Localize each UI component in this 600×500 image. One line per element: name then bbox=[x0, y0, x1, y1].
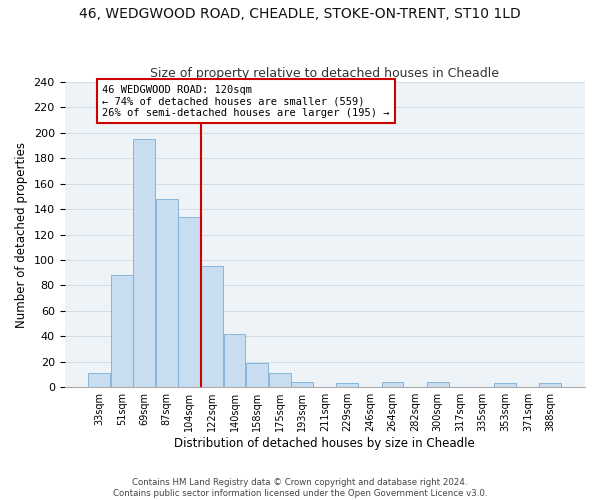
Bar bbox=[201, 266, 223, 387]
Bar bbox=[246, 363, 268, 387]
Text: 46, WEDGWOOD ROAD, CHEADLE, STOKE-ON-TRENT, ST10 1LD: 46, WEDGWOOD ROAD, CHEADLE, STOKE-ON-TRE… bbox=[79, 8, 521, 22]
Bar bbox=[539, 384, 562, 387]
Text: 46 WEDGWOOD ROAD: 120sqm
← 74% of detached houses are smaller (559)
26% of semi-: 46 WEDGWOOD ROAD: 120sqm ← 74% of detach… bbox=[102, 84, 389, 118]
Bar bbox=[337, 384, 358, 387]
Bar bbox=[156, 199, 178, 387]
Y-axis label: Number of detached properties: Number of detached properties bbox=[15, 142, 28, 328]
Bar bbox=[133, 140, 155, 387]
Bar bbox=[111, 276, 133, 387]
X-axis label: Distribution of detached houses by size in Cheadle: Distribution of detached houses by size … bbox=[175, 437, 475, 450]
Bar bbox=[88, 373, 110, 387]
Bar bbox=[178, 217, 200, 387]
Title: Size of property relative to detached houses in Cheadle: Size of property relative to detached ho… bbox=[150, 66, 499, 80]
Bar bbox=[291, 382, 313, 387]
Bar bbox=[427, 382, 449, 387]
Text: Contains HM Land Registry data © Crown copyright and database right 2024.
Contai: Contains HM Land Registry data © Crown c… bbox=[113, 478, 487, 498]
Bar bbox=[224, 334, 245, 387]
Bar bbox=[382, 382, 403, 387]
Bar bbox=[494, 384, 516, 387]
Bar bbox=[269, 373, 290, 387]
